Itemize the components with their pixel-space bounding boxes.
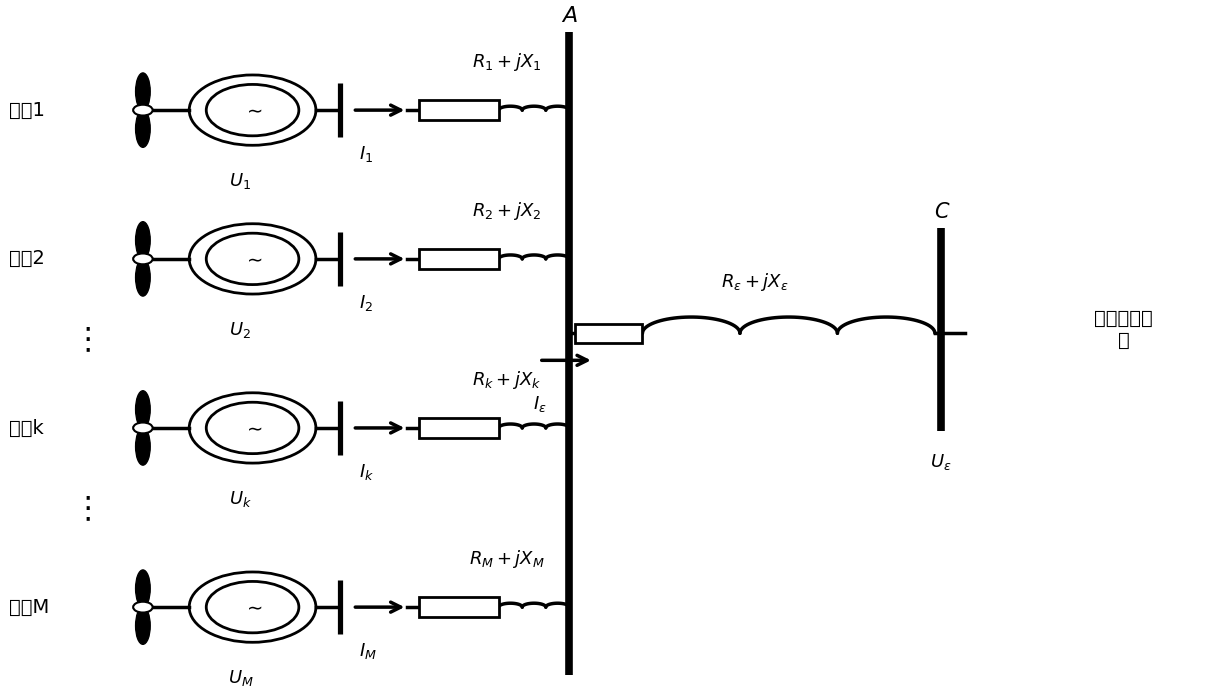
Text: C: C xyxy=(934,202,949,222)
Circle shape xyxy=(133,105,153,115)
Text: $U_2$: $U_2$ xyxy=(229,320,251,340)
Text: $I_k$: $I_k$ xyxy=(359,461,373,482)
Circle shape xyxy=(207,234,299,284)
Text: $R_2+jX_2$: $R_2+jX_2$ xyxy=(472,199,541,222)
Text: $U_{\varepsilon}$: $U_{\varepsilon}$ xyxy=(930,452,952,472)
Circle shape xyxy=(207,402,299,454)
Text: $U_M$: $U_M$ xyxy=(228,668,253,688)
Ellipse shape xyxy=(136,607,151,644)
Text: ⋮: ⋮ xyxy=(72,325,103,354)
Bar xyxy=(420,597,498,617)
Text: $R_1+jX_1$: $R_1+jX_1$ xyxy=(472,51,541,73)
Text: $R_k+jX_k$: $R_k+jX_k$ xyxy=(472,369,541,391)
Text: $I_M$: $I_M$ xyxy=(359,641,377,661)
Ellipse shape xyxy=(136,570,151,607)
Ellipse shape xyxy=(136,73,151,110)
Text: 风机M: 风机M xyxy=(9,598,49,616)
Bar xyxy=(420,418,498,438)
Text: 风机2: 风机2 xyxy=(9,250,45,268)
Text: 风机k: 风机k xyxy=(9,418,44,437)
Text: ⋮: ⋮ xyxy=(72,495,103,523)
Circle shape xyxy=(133,254,153,264)
Text: A: A xyxy=(562,6,577,26)
Text: $U_k$: $U_k$ xyxy=(229,489,252,509)
Circle shape xyxy=(133,602,153,612)
Bar xyxy=(575,324,643,343)
Bar xyxy=(420,100,498,120)
Text: 风机1: 风机1 xyxy=(9,101,45,120)
Text: $\sim$: $\sim$ xyxy=(242,598,263,616)
Ellipse shape xyxy=(136,222,151,259)
Text: $\sim$: $\sim$ xyxy=(242,250,263,268)
Ellipse shape xyxy=(136,110,151,147)
Text: 外部电力系
统: 外部电力系 统 xyxy=(1094,309,1153,350)
Circle shape xyxy=(207,84,299,136)
Ellipse shape xyxy=(136,428,151,465)
Ellipse shape xyxy=(136,391,151,428)
Text: $U_1$: $U_1$ xyxy=(229,171,251,191)
Text: $I_1$: $I_1$ xyxy=(359,144,373,164)
Text: $\sim$: $\sim$ xyxy=(242,418,263,437)
Text: $I_{\varepsilon}$: $I_{\varepsilon}$ xyxy=(532,394,546,414)
Text: $R_M+jX_M$: $R_M+jX_M$ xyxy=(469,548,545,570)
Text: $R_{\varepsilon}+jX_{\varepsilon}$: $R_{\varepsilon}+jX_{\varepsilon}$ xyxy=(721,270,789,293)
Text: $\sim$: $\sim$ xyxy=(242,101,263,120)
Circle shape xyxy=(207,582,299,633)
Text: $I_2$: $I_2$ xyxy=(359,293,372,313)
Circle shape xyxy=(133,423,153,434)
Bar xyxy=(420,249,498,269)
Ellipse shape xyxy=(136,259,151,296)
